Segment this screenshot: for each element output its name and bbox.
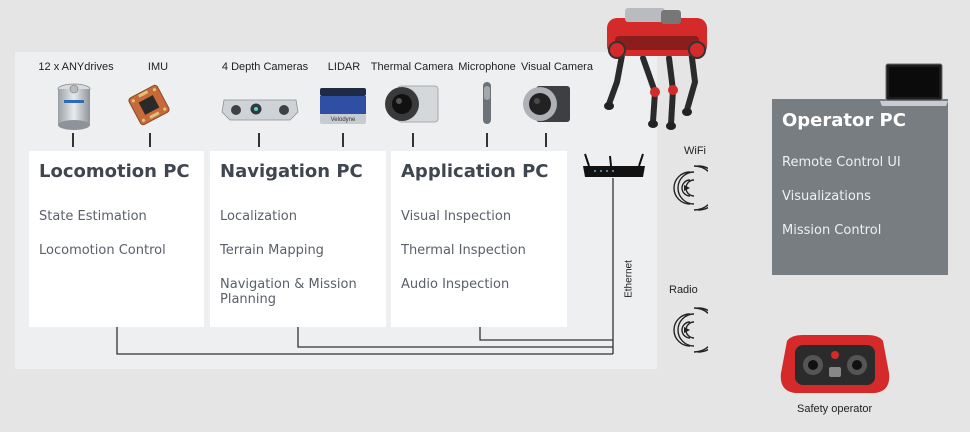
operator-pc-title: Operator PC <box>782 110 906 131</box>
navigation-pc-item: Localization <box>220 209 297 224</box>
anydrive-icon <box>57 83 91 130</box>
locomotion-pc-title: Locomotion PC <box>39 161 190 182</box>
operator-pc-item: Mission Control <box>782 223 882 238</box>
connector-tick <box>486 133 488 147</box>
application-pc-item: Visual Inspection <box>401 209 512 224</box>
connector-tick <box>342 133 344 147</box>
connector-tick <box>258 133 260 147</box>
operator-pc-item: Visualizations <box>782 189 871 204</box>
imu-chip-icon <box>128 84 170 126</box>
depth-camera-icon <box>221 99 299 121</box>
quadruped-robot-icon <box>604 8 707 130</box>
router-icon <box>583 153 645 177</box>
application-pc-item: Thermal Inspection <box>401 243 526 258</box>
sensor-label-microphone: Microphone <box>458 61 516 73</box>
sensor-label-depth-cameras: 4 Depth Cameras <box>221 61 309 73</box>
sensor-label-thermal-camera: Thermal Camera <box>370 61 454 73</box>
radio-label: Radio <box>669 284 698 296</box>
navigation-pc-item: Terrain Mapping <box>220 243 324 258</box>
safety-operator-label: Safety operator <box>797 403 873 415</box>
connector-tick <box>545 133 547 147</box>
lidar-icon: Velodyne <box>320 88 366 124</box>
connector-tick <box>412 133 414 147</box>
sensor-label-anydrives: 12 x ANYdrives <box>38 61 114 73</box>
sensor-label-visual-camera: Visual Camera <box>521 61 593 73</box>
connector-tick <box>72 133 74 147</box>
sensor-label-imu: IMU <box>147 61 169 73</box>
application-pc-title: Application PC <box>401 161 549 182</box>
wifi-label: WiFi <box>684 145 706 157</box>
locomotion-pc-item: State Estimation <box>39 209 147 224</box>
operator-pc-item: Remote Control UI <box>782 155 901 170</box>
visual-camera-icon <box>523 86 570 122</box>
ethernet-label: Ethernet <box>623 260 635 298</box>
navigation-pc-item: Navigation & Mission Planning <box>220 277 357 307</box>
lidar-brand-text: Velodyne <box>331 117 356 123</box>
navigation-pc-title: Navigation PC <box>220 161 363 182</box>
application-pc-item: Audio Inspection <box>401 277 510 292</box>
wireless-signal-icon <box>673 307 708 353</box>
microphone-icon <box>483 82 491 124</box>
connector-tick <box>149 133 151 147</box>
navigation-pc-card: Navigation PC Localization Terrain Mappi… <box>210 151 386 327</box>
application-pc-card: Application PC Visual Inspection Thermal… <box>391 151 567 327</box>
remote-controller-icon <box>780 335 890 393</box>
thermal-camera-icon <box>385 85 439 123</box>
laptop-icon <box>880 63 948 106</box>
operator-pc-panel: Operator PC Remote Control UI Visualizat… <box>772 99 948 275</box>
locomotion-pc-card: Locomotion PC State Estimation Locomotio… <box>29 151 204 327</box>
wireless-signal-icon <box>673 165 708 211</box>
sensor-label-lidar: LIDAR <box>327 61 361 73</box>
locomotion-pc-item: Locomotion Control <box>39 243 166 258</box>
